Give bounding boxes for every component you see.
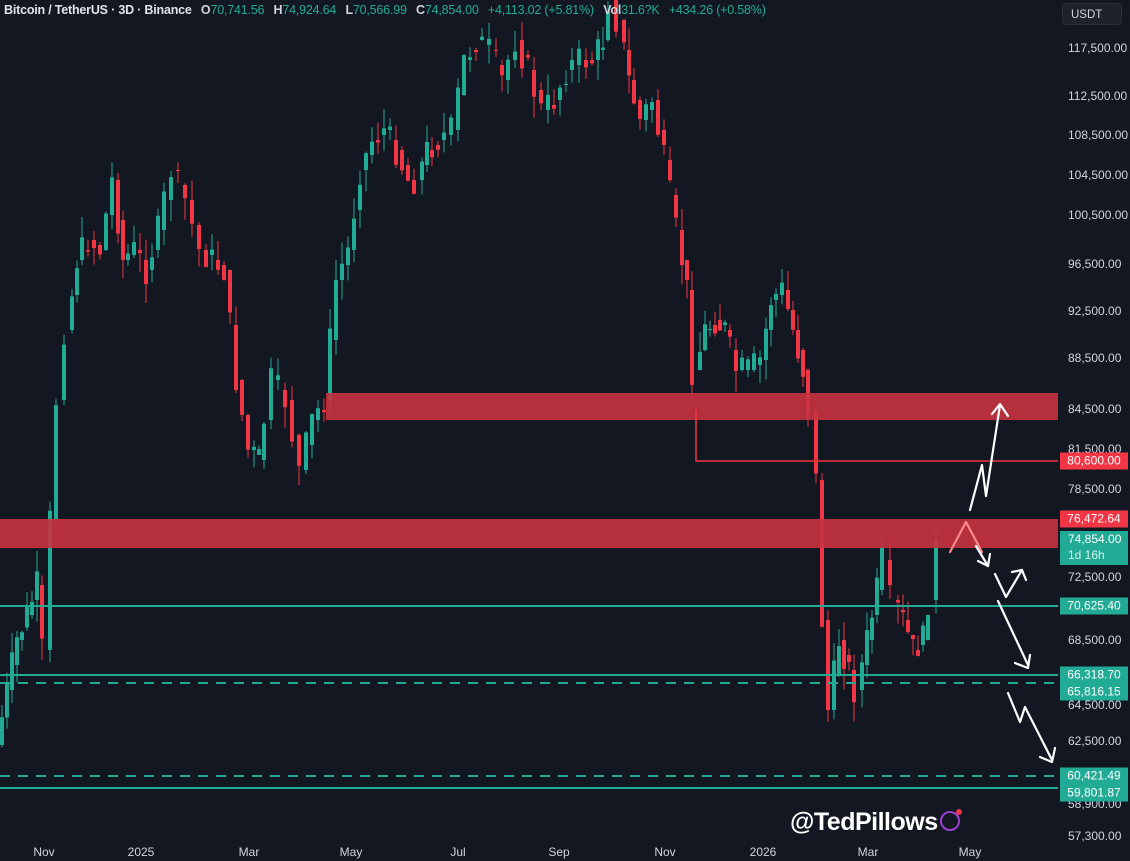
level-line-80600: [695, 410, 1058, 462]
lightning-badge-icon: [939, 809, 962, 832]
price-tick: 84,500.00: [1068, 402, 1122, 416]
resistance-zone-lower: [0, 519, 1058, 548]
low-value: 70,566.99: [352, 3, 407, 17]
price-tick: 72,500.00: [1068, 570, 1122, 584]
price-tick: 117,500.00: [1068, 41, 1128, 55]
price-tick: 96,500.00: [1068, 257, 1122, 271]
high-value: 74,924.64: [282, 3, 337, 17]
price-tick: 108,500.00: [1068, 128, 1129, 142]
price-tick: 64,500.00: [1068, 698, 1122, 712]
last-price-label: 74,854.00 1d 16h: [1060, 531, 1128, 565]
volume-value: 31.6?K: [621, 3, 660, 17]
price-tick: 78,500.00: [1068, 482, 1122, 496]
price-tick: 88,500.00: [1068, 351, 1122, 365]
time-tick: Sep: [548, 845, 570, 859]
time-tick: May: [339, 845, 363, 859]
price-label-80600: 80,600.00: [1060, 452, 1128, 470]
price-label-60421: 60,421.49: [1060, 767, 1128, 785]
time-tick: Nov: [654, 845, 676, 859]
price-label-66318: 66,318.70: [1060, 666, 1128, 684]
time-tick: Mar: [238, 845, 260, 859]
volume-change: +434.26 (+0.58%): [668, 3, 766, 17]
time-tick: 2026: [749, 845, 777, 859]
price-label-65816: 65,816.15: [1060, 683, 1128, 701]
symbol-header: Bitcoin / TetherUS · 3D · Binance O70,74…: [4, 3, 766, 17]
price-label-70625: 70,625.40: [1060, 597, 1128, 615]
projection-arrows: [948, 402, 1057, 764]
time-tick: Mar: [857, 845, 879, 859]
resistance-zone-upper: [326, 393, 1058, 420]
price-tick: 57,300.00: [1068, 829, 1122, 843]
price-tick: 104,500.00: [1068, 168, 1129, 182]
price-label-76472: 76,472.64: [1060, 510, 1128, 528]
price-tick: 68,500.00: [1068, 633, 1122, 647]
close-value: 74,854.00: [424, 3, 479, 17]
time-tick: Nov: [33, 845, 55, 859]
time-tick: Jul: [450, 845, 466, 859]
symbol-title[interactable]: Bitcoin / TetherUS · 3D · Binance: [4, 3, 192, 17]
open-value: 70,741.56: [210, 3, 265, 17]
time-tick: 2025: [127, 845, 155, 859]
price-label-59801: 59,801.87: [1060, 784, 1128, 802]
bar-countdown: 1d 16h: [1068, 548, 1105, 562]
currency-selector[interactable]: USDT: [1062, 3, 1122, 25]
time-tick: May: [958, 845, 982, 859]
author-watermark: @TedPillows: [790, 808, 962, 837]
candlesticks: [0, 0, 938, 748]
price-tick: 100,500.00: [1068, 208, 1129, 222]
change-value: +4,113.02 (+5.81%): [487, 3, 594, 17]
price-tick: 92,500.00: [1068, 304, 1122, 318]
price-tick: 112,500.00: [1068, 89, 1128, 103]
price-tick: 62,500.00: [1068, 734, 1122, 748]
